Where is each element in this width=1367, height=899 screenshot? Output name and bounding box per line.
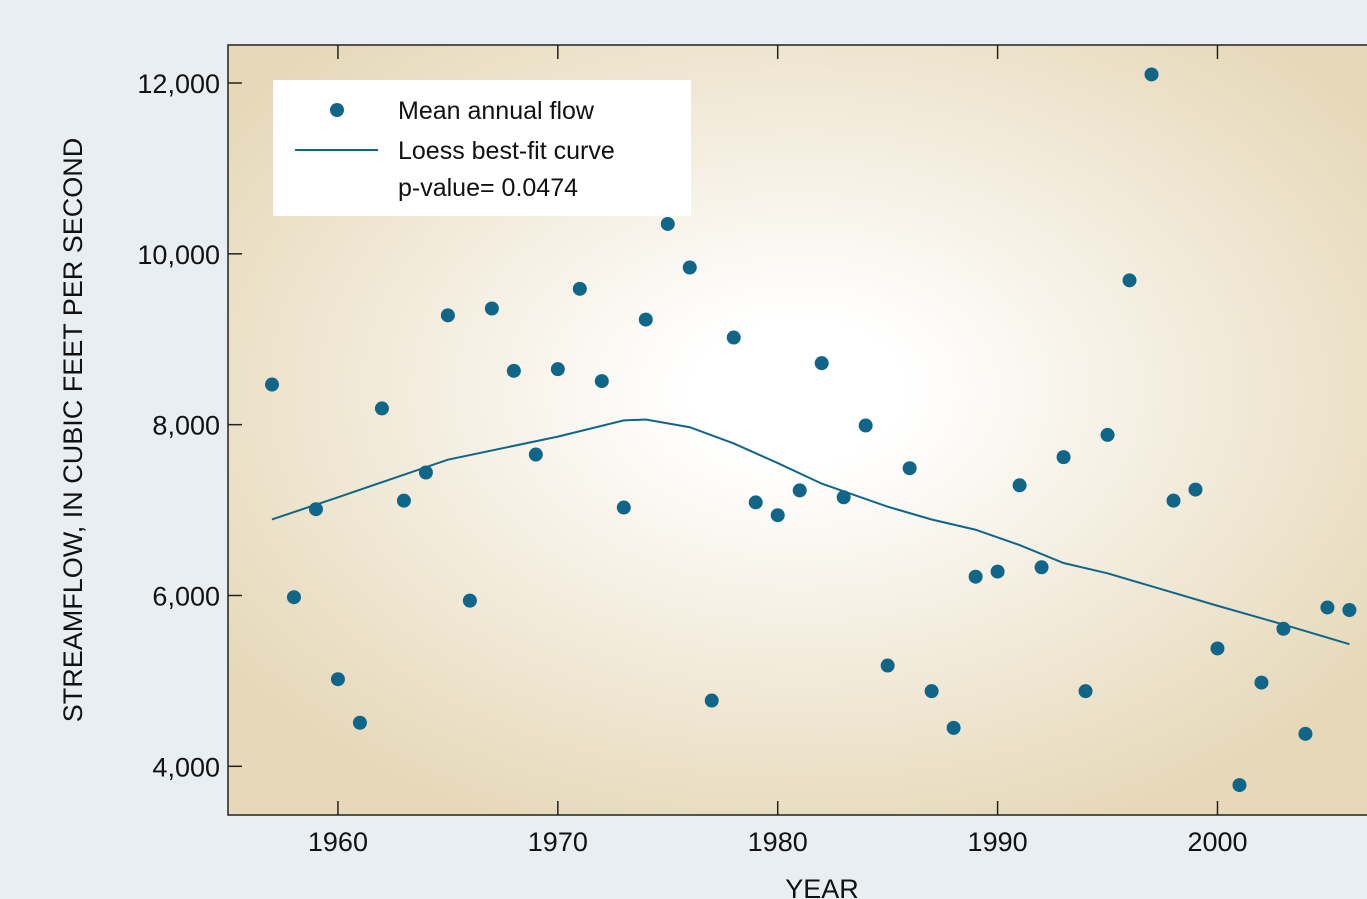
y-tick-label: 10,000 xyxy=(137,240,220,270)
data-point xyxy=(440,308,455,323)
y-axis-label: STREAMFLOW, IN CUBIC FEET PER SECOND xyxy=(58,138,88,723)
data-point xyxy=(1144,67,1159,82)
data-point xyxy=(594,374,609,389)
data-point xyxy=(682,260,697,275)
data-point xyxy=(748,495,763,510)
data-point xyxy=(528,447,543,462)
data-point xyxy=(902,461,917,476)
legend-marker xyxy=(330,103,344,117)
data-point xyxy=(814,356,829,371)
data-point xyxy=(1034,560,1049,575)
data-point xyxy=(1122,273,1137,288)
annotation: p-value= 0.0474 xyxy=(398,174,578,202)
data-point xyxy=(792,483,807,498)
data-point xyxy=(550,362,565,377)
legend-box xyxy=(273,80,691,216)
data-point xyxy=(506,363,521,378)
data-point xyxy=(1056,450,1071,465)
loess-line xyxy=(271,418,1350,646)
data-point xyxy=(1320,600,1335,615)
data-point xyxy=(1078,684,1093,699)
data-point xyxy=(1210,641,1225,656)
x-tick-label: 1970 xyxy=(528,827,588,857)
x-tick-label: 1990 xyxy=(968,827,1028,857)
data-point xyxy=(396,493,411,508)
data-point xyxy=(1254,675,1269,690)
y-tick-label: 12,000 xyxy=(137,69,220,99)
data-point xyxy=(1100,427,1115,442)
data-point xyxy=(572,281,587,296)
data-point xyxy=(946,720,961,735)
legend-label: Loess best-fit curve xyxy=(398,137,615,165)
data-point xyxy=(726,330,741,345)
data-point xyxy=(1012,478,1027,493)
data-point xyxy=(286,590,301,605)
x-tick-label: 1980 xyxy=(748,827,808,857)
data-point xyxy=(880,658,895,673)
y-tick-label: 6,000 xyxy=(152,581,220,611)
data-point xyxy=(484,301,499,316)
data-point xyxy=(374,401,389,416)
data-point xyxy=(638,312,653,327)
data-point xyxy=(1188,482,1203,497)
data-point xyxy=(462,593,477,608)
data-point xyxy=(968,569,983,584)
data-point xyxy=(704,693,719,708)
x-tick-label: 1960 xyxy=(308,827,368,857)
data-point xyxy=(616,500,631,515)
data-point xyxy=(836,490,851,505)
data-point xyxy=(264,377,279,392)
data-point xyxy=(1232,778,1247,793)
y-tick-label: 4,000 xyxy=(152,752,220,782)
data-point xyxy=(770,508,785,523)
x-tick-label: 2000 xyxy=(1187,827,1247,857)
legend-label: Mean annual flow xyxy=(398,97,595,125)
data-point xyxy=(660,216,675,231)
data-point xyxy=(352,715,367,730)
data-point xyxy=(1342,603,1357,618)
y-tick-label: 8,000 xyxy=(152,411,220,441)
data-point xyxy=(1298,726,1313,741)
x-axis-label: YEAR xyxy=(785,874,859,899)
data-point xyxy=(990,564,1005,579)
data-point xyxy=(330,672,345,687)
data-point xyxy=(924,684,939,699)
data-point xyxy=(1166,493,1181,508)
data-point xyxy=(858,418,873,433)
